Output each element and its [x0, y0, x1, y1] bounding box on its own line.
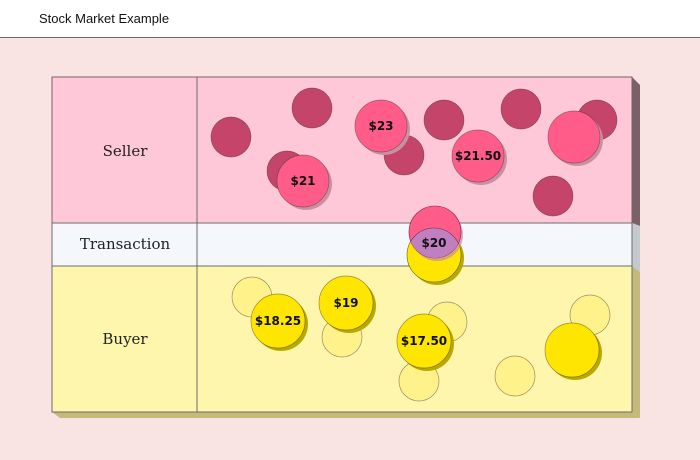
row-label-buyer: Buyer	[102, 330, 148, 348]
transaction-edge	[632, 223, 640, 272]
sell-order	[547, 110, 603, 166]
buyer-edge	[632, 266, 640, 418]
order-price: $19	[333, 296, 358, 310]
inactive-sell-order	[210, 116, 252, 158]
order-price: $18.25	[255, 314, 301, 328]
transaction-match: $20	[406, 205, 464, 285]
order-price: $21	[290, 174, 315, 188]
buy-order: $19	[318, 275, 376, 333]
page-title: Stock Market Example	[39, 11, 170, 26]
buy-order	[544, 322, 602, 380]
order-price: $21.50	[455, 149, 501, 163]
inactive-sell-order	[291, 87, 333, 129]
inactive-sell-order	[532, 175, 574, 217]
seller-edge	[632, 77, 640, 226]
row-label-transaction: Transaction	[80, 235, 171, 253]
row-label-seller: Seller	[103, 142, 149, 160]
buy-order: $17.50	[396, 313, 454, 371]
transaction-price: $20	[421, 236, 446, 250]
order-price: $17.50	[401, 334, 447, 348]
sell-order: $21	[276, 154, 332, 210]
header: Stock Market Example	[0, 0, 700, 38]
inactive-sell-order	[500, 88, 542, 130]
inactive-sell-order	[423, 99, 465, 141]
bottom-edge	[52, 412, 640, 418]
order-price: $23	[368, 119, 393, 133]
sell-order: $23	[354, 99, 410, 155]
buy-order: $18.25	[250, 293, 308, 351]
inactive-buy-order	[494, 355, 536, 397]
sell-order: $21.50	[451, 129, 507, 185]
